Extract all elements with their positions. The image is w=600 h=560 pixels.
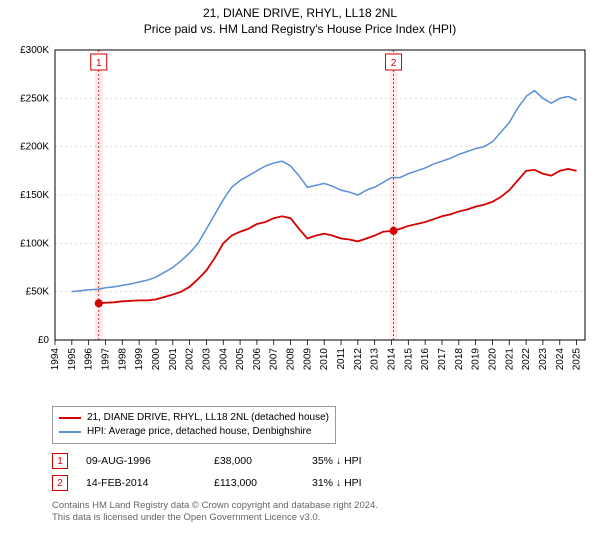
- x-axis-label: 2018: [454, 348, 465, 371]
- y-axis-label: £200K: [20, 142, 49, 153]
- x-axis-label: 2001: [168, 348, 179, 371]
- chart-subtitle: Price paid vs. HM Land Registry's House …: [0, 20, 600, 40]
- x-axis-label: 1998: [117, 348, 128, 371]
- sale-row: 2 14-FEB-2014 £113,000 31% ↓ HPI: [52, 472, 600, 494]
- x-axis-label: 1997: [100, 348, 111, 371]
- x-axis-label: 2002: [185, 348, 196, 371]
- sale-price: £38,000: [214, 455, 294, 467]
- x-axis-label: 1995: [67, 348, 78, 371]
- x-axis-label: 1994: [50, 348, 61, 371]
- legend: 21, DIANE DRIVE, RHYL, LL18 2NL (detache…: [52, 406, 336, 444]
- sale-marker-icon: 2: [52, 475, 68, 491]
- x-axis-label: 2019: [471, 348, 482, 371]
- attribution: Contains HM Land Registry data © Crown c…: [52, 500, 592, 525]
- sale-date: 14-FEB-2014: [86, 477, 196, 489]
- sales-table: 1 09-AUG-1996 £38,000 35% ↓ HPI 2 14-FEB-2014…: [52, 450, 600, 494]
- y-axis-label: £150K: [20, 190, 49, 201]
- x-axis-label: 2009: [302, 348, 313, 371]
- x-axis-label: 1996: [84, 348, 95, 371]
- sale-row: 1 09-AUG-1996 £38,000 35% ↓ HPI: [52, 450, 600, 472]
- legend-item: HPI: Average price, detached house, Denb…: [59, 425, 329, 439]
- sale-date: 09-AUG-1996: [86, 455, 196, 467]
- x-axis-label: 2008: [286, 348, 297, 371]
- x-axis-label: 2003: [201, 348, 212, 371]
- sale-diff: 35% ↓ HPI: [312, 455, 412, 467]
- legend-swatch: [59, 431, 81, 433]
- x-axis-label: 2010: [319, 348, 330, 371]
- series-hpi: [72, 91, 577, 292]
- y-axis-label: £50K: [26, 287, 50, 298]
- x-axis-label: 2000: [151, 348, 162, 371]
- sale-diff: 31% ↓ HPI: [312, 477, 412, 489]
- legend-label: 21, DIANE DRIVE, RHYL, LL18 2NL (detache…: [87, 411, 329, 425]
- x-axis-label: 2022: [521, 348, 532, 371]
- sale-marker-dot: [390, 227, 398, 235]
- attribution-line: Contains HM Land Registry data © Crown c…: [52, 500, 592, 512]
- y-axis-label: £300K: [20, 45, 49, 56]
- x-axis-label: 2006: [252, 348, 263, 371]
- chart-svg: £0 £50K £100K £150K £200K £250K £300K 1994 1995 1…: [0, 40, 600, 400]
- x-axis-label: 2013: [370, 348, 381, 371]
- x-axis-label: 2011: [336, 348, 347, 370]
- x-axis-label: 2024: [555, 348, 566, 371]
- x-axis-label: 2020: [487, 348, 498, 371]
- legend-swatch: [59, 417, 81, 419]
- x-axis-label: 2012: [353, 348, 364, 371]
- x-axis-label: 2007: [269, 348, 280, 371]
- sale-price: £113,000: [214, 477, 294, 489]
- x-axis-label: 2014: [387, 348, 398, 371]
- chart-container: 21, DIANE DRIVE, RHYL, LL18 2NL Price pa…: [0, 0, 600, 560]
- attribution-line: This data is licensed under the Open Gov…: [52, 512, 592, 524]
- x-axis-label: 1999: [134, 348, 145, 371]
- y-axis-label: £250K: [20, 93, 49, 104]
- legend-label: HPI: Average price, detached house, Denb…: [87, 425, 311, 439]
- x-axis-label: 2023: [538, 348, 549, 371]
- x-axis-label: 2015: [403, 348, 414, 371]
- x-axis-label: 2004: [218, 348, 229, 371]
- chart-plot-area: £0 £50K £100K £150K £200K £250K £300K 1994 1995 1…: [0, 40, 600, 400]
- chart-title: 21, DIANE DRIVE, RHYL, LL18 2NL: [0, 0, 600, 20]
- sale-marker-dot: [95, 299, 103, 307]
- y-axis-label: £0: [38, 335, 50, 346]
- x-axis-label: 2017: [437, 348, 448, 371]
- x-axis-label: 2005: [235, 348, 246, 371]
- x-axis-label: 2025: [572, 348, 583, 371]
- legend-item: 21, DIANE DRIVE, RHYL, LL18 2NL (detache…: [59, 411, 329, 425]
- y-axis-label: £100K: [20, 238, 49, 249]
- sale-marker-number: 1: [96, 58, 102, 69]
- sale-marker-number: 2: [391, 58, 397, 69]
- sale-marker-icon: 1: [52, 453, 68, 469]
- x-axis-label: 2021: [504, 348, 515, 371]
- x-axis-label: 2016: [420, 348, 431, 371]
